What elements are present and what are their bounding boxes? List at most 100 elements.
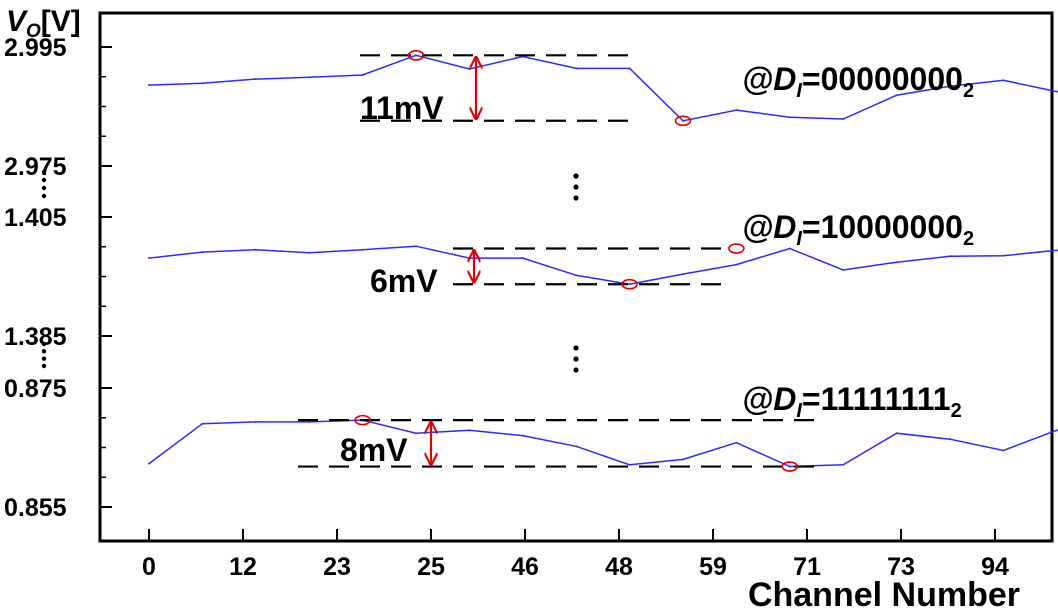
panel-gap-dot: [573, 367, 579, 373]
data-point: [308, 76, 311, 79]
data-point: [201, 251, 204, 254]
panel-gap-dot: [573, 356, 579, 362]
data-point: [148, 84, 150, 87]
data-point: [521, 257, 524, 260]
data-point: [628, 283, 631, 286]
series-line: [148, 54, 1057, 122]
axis-break-dot: [41, 356, 47, 361]
data-point: [361, 73, 364, 76]
panel-label-prefix: @D: [742, 381, 796, 417]
x-axis-title: Channel Number: [748, 576, 1020, 613]
data-point: [415, 245, 417, 248]
data-point: [575, 274, 578, 277]
min-point-marker: [781, 461, 799, 472]
data-point: [254, 248, 257, 251]
panel-label: @DI=111111112: [742, 381, 962, 422]
data-point: [1002, 79, 1005, 82]
data-point: [842, 463, 845, 466]
panel-gap-dot: [573, 184, 579, 190]
data-point: [682, 119, 684, 122]
data-point: [468, 429, 471, 432]
max-point-marker: [728, 243, 745, 254]
x-tick-label: 12: [229, 553, 257, 581]
panel-label-base: 2: [963, 228, 974, 250]
data-point: [735, 441, 738, 444]
panel-gap-dot: [573, 195, 579, 201]
data-point: [1002, 449, 1005, 452]
panel-label-sub: I: [796, 228, 802, 250]
data-point: [842, 268, 845, 271]
data-point: [254, 420, 257, 423]
y-tick-label: 2.995: [4, 34, 67, 62]
data-point: [788, 465, 791, 468]
data-point: [682, 273, 684, 276]
min-point-marker: [621, 278, 638, 290]
data-point: [895, 432, 898, 435]
axis-break-dot: [41, 193, 47, 199]
data-point: [361, 248, 364, 251]
data-point: [148, 257, 150, 260]
panel-label-sub: I: [796, 80, 802, 102]
y-tick-label: 1.385: [4, 323, 67, 351]
max-point-marker: [354, 414, 371, 426]
data-point: [575, 67, 578, 70]
x-tick-label: 73: [887, 553, 915, 581]
data-point: [415, 432, 417, 435]
data-point: [148, 462, 150, 465]
y-tick-label: 1.405: [4, 204, 67, 232]
data-point: [1055, 249, 1058, 252]
data-point: [842, 117, 845, 120]
data-point: [201, 422, 204, 425]
panel-0: 11mV @DI=000000002: [148, 50, 1058, 127]
data-point: [1055, 90, 1058, 93]
series-line: [148, 245, 1057, 285]
panel-label-prefix: @D: [742, 61, 796, 97]
data-point: [521, 434, 524, 437]
panel-gap-dot: [573, 345, 579, 351]
series-line: [148, 419, 1058, 468]
axis-break-dot: [41, 341, 47, 347]
data-point: [788, 247, 791, 250]
data-point: [308, 420, 311, 423]
panel-label-sub: I: [796, 400, 802, 422]
data-point: [788, 116, 791, 119]
panel-label: @DI=100000002: [742, 209, 974, 250]
panel-label: @DI=000000002: [742, 61, 974, 102]
panel-2: 8mV @DI=111111112: [148, 381, 1058, 472]
panel-label-value: =11111111: [802, 381, 951, 417]
panel-1: 6mV @DI=100000002: [148, 209, 1058, 299]
axis-break-dot: [41, 185, 47, 191]
data-point: [628, 67, 631, 70]
x-tick-label: 23: [323, 553, 351, 581]
x-tick-label: 25: [417, 553, 445, 581]
data-point: [949, 255, 951, 258]
y-axis-title: VO[V]: [6, 5, 81, 42]
panel-label-value: =10000000: [802, 209, 963, 245]
data-point: [682, 458, 684, 461]
axis-break-dot: [41, 177, 47, 183]
data-point: [1055, 429, 1058, 432]
difference-label: 11mV: [360, 90, 444, 126]
panel-label-value: =00000000: [802, 61, 963, 97]
min-point-marker: [674, 115, 692, 127]
x-tick-label: 71: [793, 553, 821, 581]
data-point: [949, 438, 951, 441]
data-point: [308, 251, 311, 254]
x-tick-label: 94: [981, 553, 1009, 581]
data-point: [1002, 254, 1005, 257]
data-point: [735, 263, 738, 266]
data-point: [415, 54, 417, 57]
panel-label-base: 2: [951, 400, 962, 422]
y-tick-label: 2.975: [4, 153, 67, 181]
axis-break-dot: [41, 169, 47, 175]
panel-label-prefix: @D: [742, 209, 796, 245]
data-point: [895, 94, 898, 97]
difference-label: 8mV: [340, 432, 408, 468]
data-point: [895, 261, 898, 264]
data-point: [735, 109, 738, 112]
max-point-marker: [407, 50, 425, 61]
data-point: [468, 68, 471, 71]
x-tick-label: 48: [605, 553, 633, 581]
data-point: [468, 257, 471, 260]
